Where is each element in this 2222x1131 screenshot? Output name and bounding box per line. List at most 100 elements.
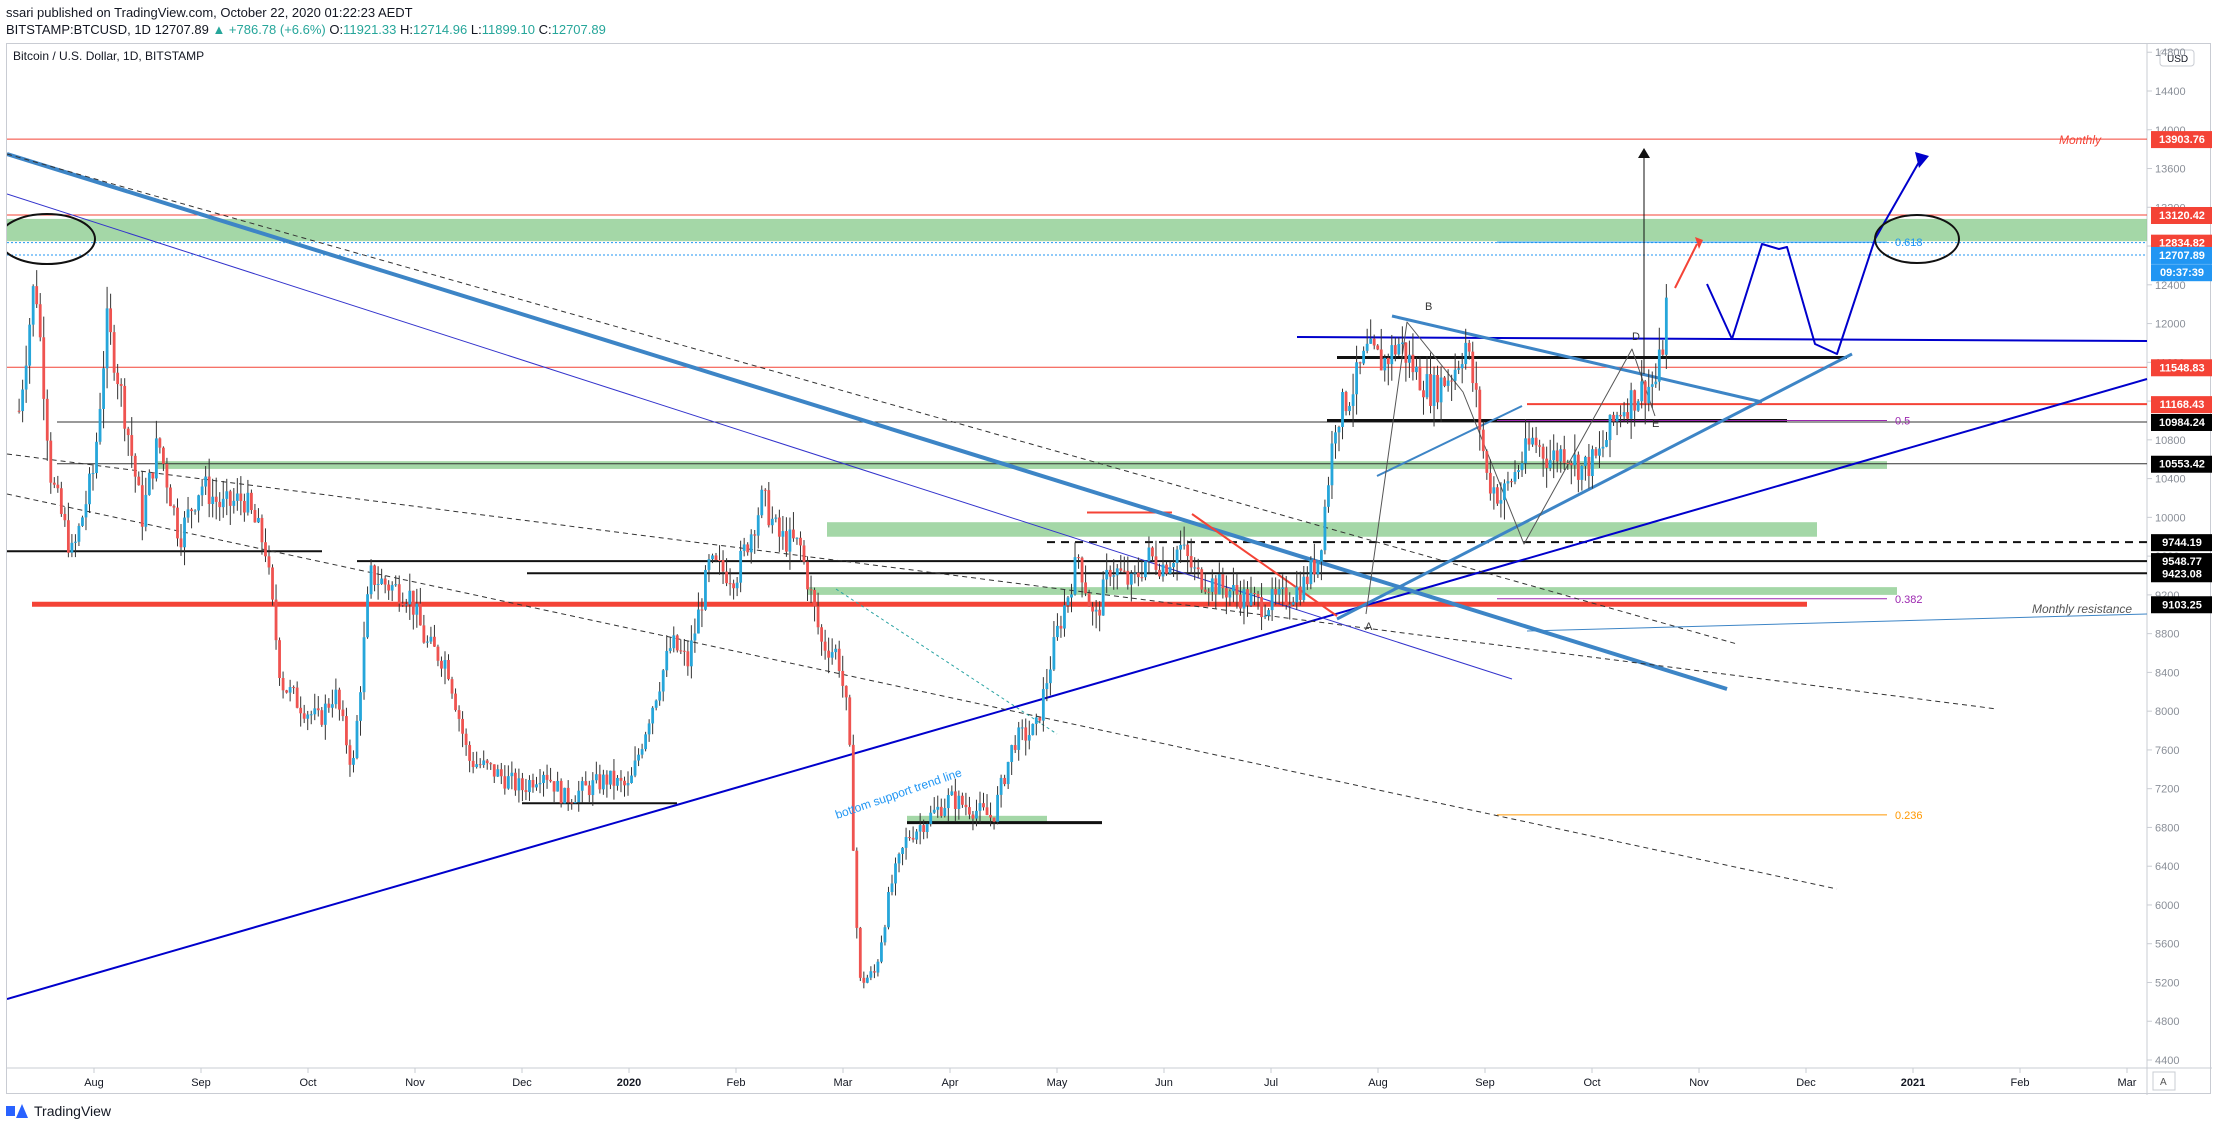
candle-down xyxy=(1393,345,1397,355)
symbol-name: BITSTAMP:BTCUSD, 1D xyxy=(6,22,151,37)
publish-info: ssari published on TradingView.com, Octo… xyxy=(6,5,413,20)
candle-up xyxy=(443,659,447,669)
candle-up xyxy=(1217,574,1221,595)
candle-down xyxy=(619,777,623,781)
candle-down xyxy=(1643,381,1647,404)
point-b: B xyxy=(1425,301,1432,313)
y-tick-label: 5200 xyxy=(2155,977,2179,989)
candle-up xyxy=(1446,380,1450,386)
fib-0382-label: 0.382 xyxy=(1895,594,1923,606)
candle-down xyxy=(823,641,827,651)
red-arrow xyxy=(1674,243,1698,289)
candle-down xyxy=(964,804,968,808)
candle-up xyxy=(887,892,890,928)
candle-up xyxy=(415,603,419,615)
candle-down xyxy=(1485,451,1489,473)
currency-button[interactable] xyxy=(2159,49,2195,67)
candle-down xyxy=(992,817,996,822)
candle-down xyxy=(1562,449,1566,463)
candle-up xyxy=(1591,449,1594,477)
price-badge-label: 9103.25 xyxy=(2162,599,2202,611)
price-chart[interactable]: Bitcoin / U.S. Dollar, 1D, BITSTAMP USD 44… xyxy=(7,44,2212,1095)
candle-down xyxy=(521,778,524,791)
harmonic-pattern xyxy=(1365,321,1656,615)
candle-up xyxy=(359,692,362,721)
price-badge-label: 13903.76 xyxy=(2159,134,2205,146)
candle-up xyxy=(1513,472,1517,482)
candle-up xyxy=(774,517,778,519)
candle-down xyxy=(207,476,211,505)
candle-down xyxy=(1538,445,1542,447)
candle-down xyxy=(158,438,162,448)
candle-down xyxy=(436,646,440,661)
candle-up xyxy=(235,493,239,501)
target-arrowhead xyxy=(1638,148,1650,158)
candle-up xyxy=(91,473,95,475)
candle-down xyxy=(718,559,721,561)
fib-05-label: 0.5 xyxy=(1895,415,1910,427)
zone-9250 xyxy=(807,587,1897,595)
zone-10550 xyxy=(157,461,1887,469)
candle-down xyxy=(1256,593,1260,598)
candle-down xyxy=(1158,569,1161,577)
candle-up xyxy=(517,778,521,791)
candle-down xyxy=(457,710,461,719)
candle-down xyxy=(172,506,176,508)
candle-up xyxy=(1657,349,1661,382)
y-tick-label: 7200 xyxy=(2155,784,2179,796)
x-tick-label: Jul xyxy=(1264,1077,1278,1089)
candle-up xyxy=(665,650,669,671)
projected-path xyxy=(1706,161,1920,355)
candle-up xyxy=(288,687,292,693)
candle-up xyxy=(323,703,327,725)
candle-down xyxy=(109,308,113,333)
candle-down xyxy=(66,520,70,553)
mini-channel xyxy=(1376,405,1523,477)
candle-down xyxy=(42,337,46,399)
low-label: L: xyxy=(470,22,482,37)
x-tick-label: Sep xyxy=(191,1077,211,1089)
candle-down xyxy=(1478,389,1482,430)
candle-up xyxy=(601,774,605,790)
candle-up xyxy=(795,537,799,539)
candle-down xyxy=(598,774,602,790)
candle-down xyxy=(1474,383,1478,390)
candle-down xyxy=(179,538,183,548)
auto-scale-button[interactable] xyxy=(2152,1071,2176,1091)
candle-up xyxy=(1654,381,1658,385)
candle-up xyxy=(1460,364,1464,369)
candle-down xyxy=(418,603,422,626)
candle-up xyxy=(24,365,28,390)
candle-down xyxy=(862,977,866,983)
candle-down xyxy=(841,670,845,686)
price-badge-label: 12834.82 xyxy=(2159,238,2205,250)
candle-down xyxy=(549,779,552,782)
candle-down xyxy=(813,589,816,607)
candle-down xyxy=(190,509,193,512)
candle-down xyxy=(126,428,130,436)
candle-down xyxy=(721,560,725,572)
candle-up xyxy=(309,714,313,716)
candle-down xyxy=(292,687,296,689)
zone-6900 xyxy=(907,815,1047,823)
candle-down xyxy=(939,806,943,816)
currency-button-label: USD xyxy=(2167,54,2188,65)
candle-up xyxy=(697,609,700,634)
candle-up xyxy=(1492,487,1496,494)
flat-support-blue xyxy=(1526,613,2148,632)
candle-down xyxy=(714,555,718,560)
chart-title: Bitcoin / U.S. Dollar, 1D, BITSTAMP xyxy=(13,49,204,63)
chart-pane[interactable]: Bitcoin / U.S. Dollar, 1D, BITSTAMP USD 44… xyxy=(6,43,2212,1095)
candle-up xyxy=(556,780,560,792)
candle-down xyxy=(1429,374,1432,406)
candle-up xyxy=(1101,579,1105,616)
candle-up xyxy=(707,559,711,570)
candle-down xyxy=(1122,570,1126,572)
candle-down xyxy=(1087,593,1091,607)
candle-down xyxy=(524,790,528,793)
candle-up xyxy=(1006,761,1010,785)
candle-down xyxy=(682,650,686,652)
candle-down xyxy=(52,482,56,485)
candle-up xyxy=(1552,450,1556,461)
candle-up xyxy=(475,764,479,768)
